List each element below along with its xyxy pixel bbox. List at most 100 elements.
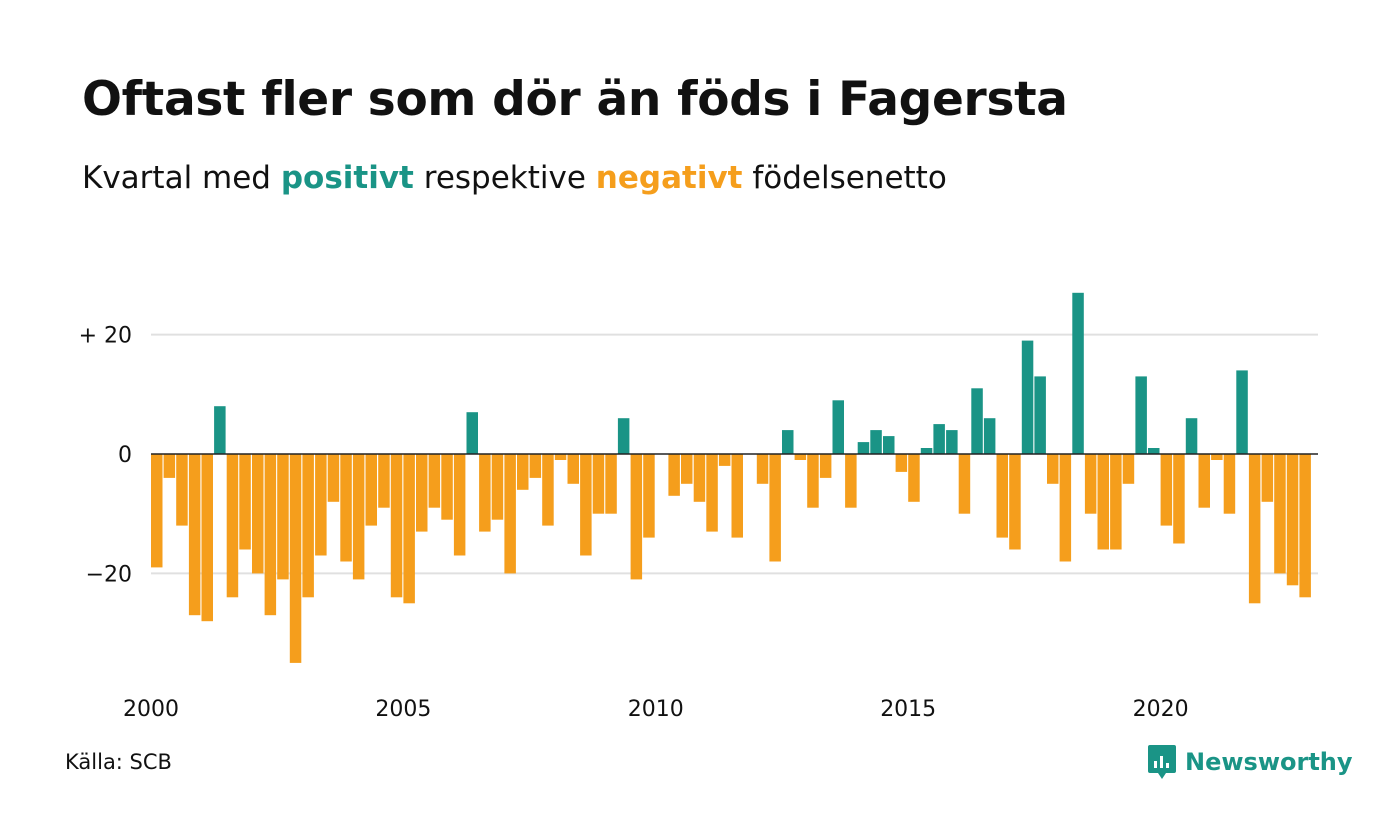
y-tick-label: 0 — [118, 443, 132, 468]
bar-positive — [1236, 370, 1248, 454]
bar-negative — [352, 454, 365, 580]
bar-negative — [1286, 454, 1299, 586]
subtitle-suffix: födelsenetto — [752, 160, 947, 196]
bar-negative — [277, 454, 289, 580]
bar-negative — [1261, 454, 1274, 502]
bar-chart: + 20 0 −20 2000 2005 2010 2015 2020 — [79, 292, 1318, 722]
bar-negative — [1084, 454, 1097, 514]
bar-negative — [491, 454, 504, 520]
newsworthy-logo: Newsworthy — [1147, 742, 1353, 782]
bar-negative — [453, 454, 466, 556]
bar-negative — [390, 454, 403, 598]
bar-negative — [201, 454, 213, 622]
bar-negative — [403, 454, 415, 604]
bar-negative — [769, 454, 781, 562]
bar-negative — [1122, 454, 1135, 484]
bar-positive — [832, 400, 844, 454]
bar-positive — [920, 448, 933, 454]
bar-negative — [718, 454, 731, 466]
bar-negative — [643, 454, 655, 538]
bar-negative — [1059, 454, 1072, 562]
bar-negative — [428, 454, 441, 508]
subtitle-middle: respektive — [423, 160, 586, 196]
bar-negative — [1198, 454, 1210, 508]
bar-negative — [504, 454, 516, 574]
bar-negative — [1248, 454, 1261, 604]
bar-negative — [1211, 454, 1223, 460]
chart-title: Oftast fler som dör än föds i Fagersta — [82, 72, 1068, 127]
bar-negative — [681, 454, 693, 484]
bar-negative — [554, 454, 567, 460]
subtitle-negative-word: negativt — [595, 160, 743, 196]
bar-negative — [958, 454, 971, 514]
bar-negative — [1299, 454, 1311, 598]
bar-negative — [252, 454, 264, 574]
bar-negative — [592, 454, 605, 514]
bar-negative — [794, 454, 807, 460]
bar-negative — [479, 454, 491, 532]
bar-negative — [315, 454, 327, 556]
y-tick-label: −20 — [86, 562, 132, 587]
bar-negative — [1274, 454, 1286, 574]
bar-negative — [630, 454, 643, 580]
bar-negative — [908, 454, 920, 502]
bar-positive — [1072, 292, 1084, 454]
bar-negative — [378, 454, 390, 508]
bar-negative — [756, 454, 769, 484]
bar-negative — [706, 454, 718, 532]
x-tick-label: 2000 — [123, 697, 179, 722]
bar-negative — [668, 454, 680, 496]
bar-negative — [517, 454, 529, 490]
bar-negative — [529, 454, 542, 478]
bar-negative — [895, 454, 908, 472]
bar-negative — [819, 454, 832, 478]
bar-negative — [693, 454, 706, 502]
bar-positive — [1135, 376, 1147, 454]
bar-negative — [327, 454, 340, 502]
bar-negative — [1047, 454, 1059, 484]
bar-negative — [365, 454, 377, 526]
bar-positive — [1021, 340, 1034, 454]
bar-positive — [466, 412, 478, 454]
subtitle-positive-word: positivt — [280, 160, 414, 196]
bar-negative — [542, 454, 554, 526]
bar-negative — [176, 454, 188, 526]
bar-positive — [1034, 376, 1046, 454]
bar-negative — [1097, 454, 1109, 550]
bar-negative — [1160, 454, 1173, 526]
bar-negative — [1223, 454, 1236, 514]
x-tick-label: 2005 — [375, 697, 431, 722]
source-note: Källa: SCB — [65, 750, 172, 774]
x-tick-label: 2015 — [880, 697, 936, 722]
bar-negative — [1173, 454, 1185, 544]
bar-negative — [996, 454, 1008, 538]
x-tick-label: 2020 — [1133, 697, 1189, 722]
brand-name: Newsworthy — [1185, 748, 1353, 776]
bar-negative — [226, 454, 239, 598]
newsworthy-chart-bubble-icon — [1148, 745, 1176, 779]
bar-positive — [883, 436, 895, 454]
bar-positive — [857, 442, 870, 454]
bar-positive — [1185, 418, 1198, 454]
bar-negative — [1110, 454, 1122, 550]
bar-negative — [567, 454, 579, 484]
bar-positive — [983, 418, 996, 454]
bar-negative — [441, 454, 453, 520]
bar-positive — [870, 430, 882, 454]
bar-negative — [302, 454, 314, 598]
bar-negative — [239, 454, 251, 550]
bar-negative — [1009, 454, 1021, 550]
bar-positive — [971, 388, 983, 454]
bar-negative — [580, 454, 592, 556]
bar-positive — [617, 418, 630, 454]
bar-positive — [782, 430, 794, 454]
bar-positive — [214, 406, 226, 454]
y-tick-label: + 20 — [79, 324, 132, 349]
subtitle-prefix: Kvartal med — [82, 160, 271, 196]
bar-negative — [807, 454, 819, 508]
chart-subtitle: Kvartal med positivt respektive negativt… — [82, 160, 947, 196]
gridlines — [151, 333, 1318, 575]
x-axis-ticks: 2000 2005 2010 2015 2020 — [123, 697, 1189, 722]
bar-negative — [605, 454, 617, 514]
bar-positive — [946, 430, 958, 454]
